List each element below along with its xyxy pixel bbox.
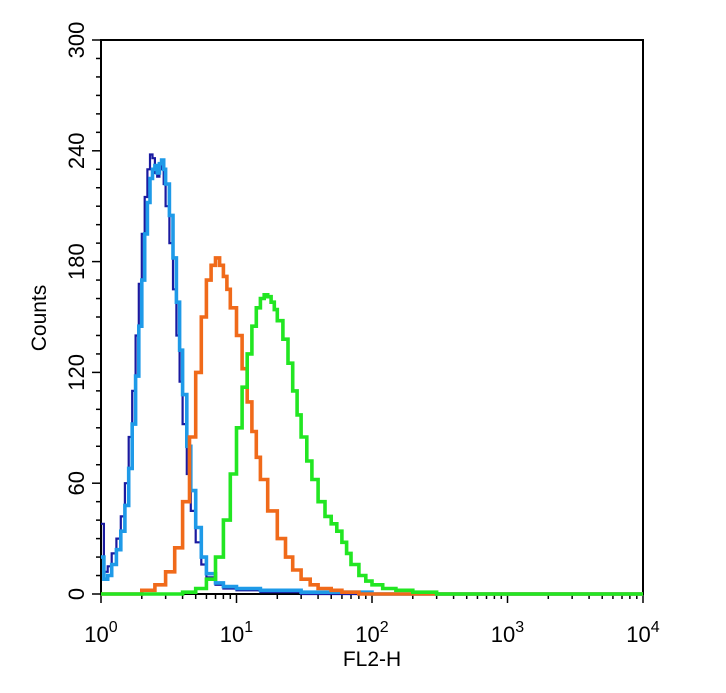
series-group (101, 153, 643, 596)
y-tick-label: 240 (64, 132, 89, 169)
axes (92, 39, 644, 603)
series-line-2 (101, 256, 643, 596)
x-tick-label: 100 (84, 619, 117, 647)
y-tick-label: 120 (64, 354, 89, 391)
x-tick-base: 10 (220, 622, 244, 647)
x-tick-exponent: 1 (244, 619, 253, 636)
y-axis-title: Counts (28, 285, 51, 352)
x-tick-exponent: 2 (380, 619, 389, 636)
x-axis-title: FL2-H (343, 648, 401, 671)
y-tick-label: 300 (64, 22, 89, 59)
y-tick-label: 0 (64, 588, 89, 600)
y-tick-label: 60 (64, 471, 89, 495)
x-tick-exponent: 3 (515, 619, 524, 636)
x-tick-base: 10 (355, 622, 379, 647)
y-tick-label: 180 (64, 243, 89, 280)
x-tick-base: 10 (626, 622, 650, 647)
x-tick-base: 10 (84, 622, 108, 647)
x-tick-base: 10 (491, 622, 515, 647)
x-tick-label: 104 (626, 619, 659, 647)
x-tick-label: 102 (355, 619, 388, 647)
x-tick-label: 103 (491, 619, 524, 647)
x-tick-exponent: 0 (109, 619, 118, 636)
x-tick-exponent: 4 (651, 619, 660, 636)
x-tick-label: 101 (220, 619, 253, 647)
series-line-3 (101, 293, 643, 596)
